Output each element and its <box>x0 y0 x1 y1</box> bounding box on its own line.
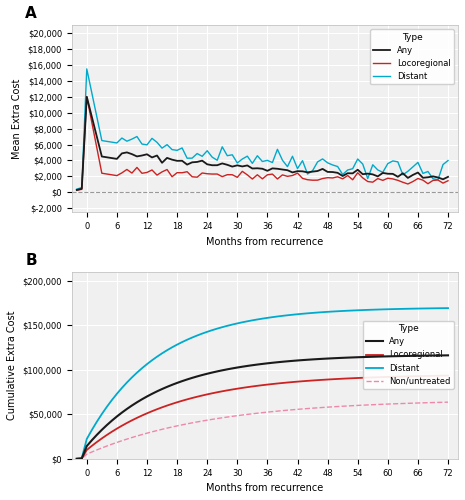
Text: A: A <box>26 6 37 22</box>
Y-axis label: Cumulative Extra Cost: Cumulative Extra Cost <box>7 310 17 420</box>
X-axis label: Months from recurrence: Months from recurrence <box>206 236 324 246</box>
X-axis label: Months from recurrence: Months from recurrence <box>206 483 324 493</box>
Y-axis label: Mean Extra Cost: Mean Extra Cost <box>12 78 22 159</box>
Legend: Any, Locoregional, Distant, Non/untreated: Any, Locoregional, Distant, Non/untreate… <box>363 321 454 389</box>
Text: B: B <box>26 253 37 268</box>
Legend: Any, Locoregional, Distant: Any, Locoregional, Distant <box>370 30 454 84</box>
